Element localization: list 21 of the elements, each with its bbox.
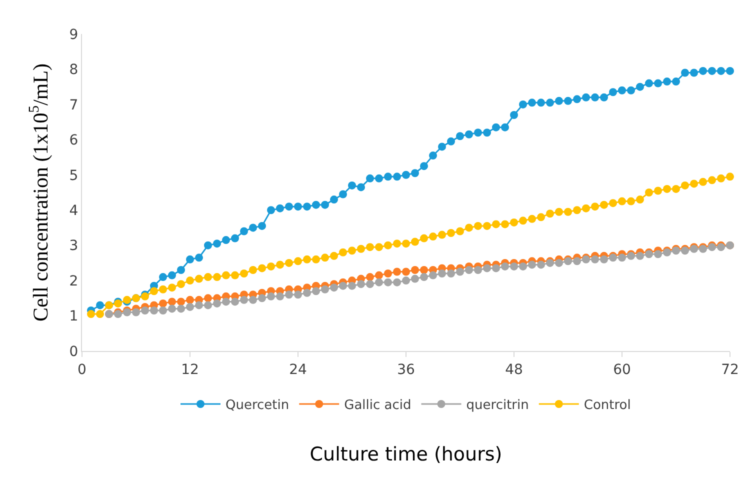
legend-label: quercitrin — [466, 398, 529, 414]
y-tick-label: 8 — [69, 62, 78, 78]
y-tick-label: 3 — [69, 238, 78, 254]
y-tick-label: 2 — [69, 273, 78, 290]
x-tick-label: 36 — [397, 362, 415, 378]
y-tick-label: 4 — [69, 203, 78, 220]
y-tick-label: 5 — [69, 168, 78, 184]
x-tick-label: 12 — [181, 362, 199, 378]
y-tick-label: 1 — [69, 308, 78, 325]
x-tick-label: 72 — [721, 362, 739, 378]
x-tick-label: 60 — [613, 362, 631, 378]
x-axis-title: Culture time (hours) — [310, 444, 502, 466]
legend-label: Control — [584, 398, 631, 414]
y-tick-label: 6 — [69, 132, 78, 149]
legend-label: Gallic acid — [344, 398, 412, 414]
y-tick-label: 7 — [69, 97, 78, 114]
y-tick-label: 9 — [69, 26, 78, 43]
x-tick-label: 24 — [289, 362, 307, 378]
x-tick-label: 48 — [505, 362, 523, 378]
legend-label: Quercetin — [226, 398, 290, 414]
y-tick-label: 0 — [69, 344, 78, 360]
